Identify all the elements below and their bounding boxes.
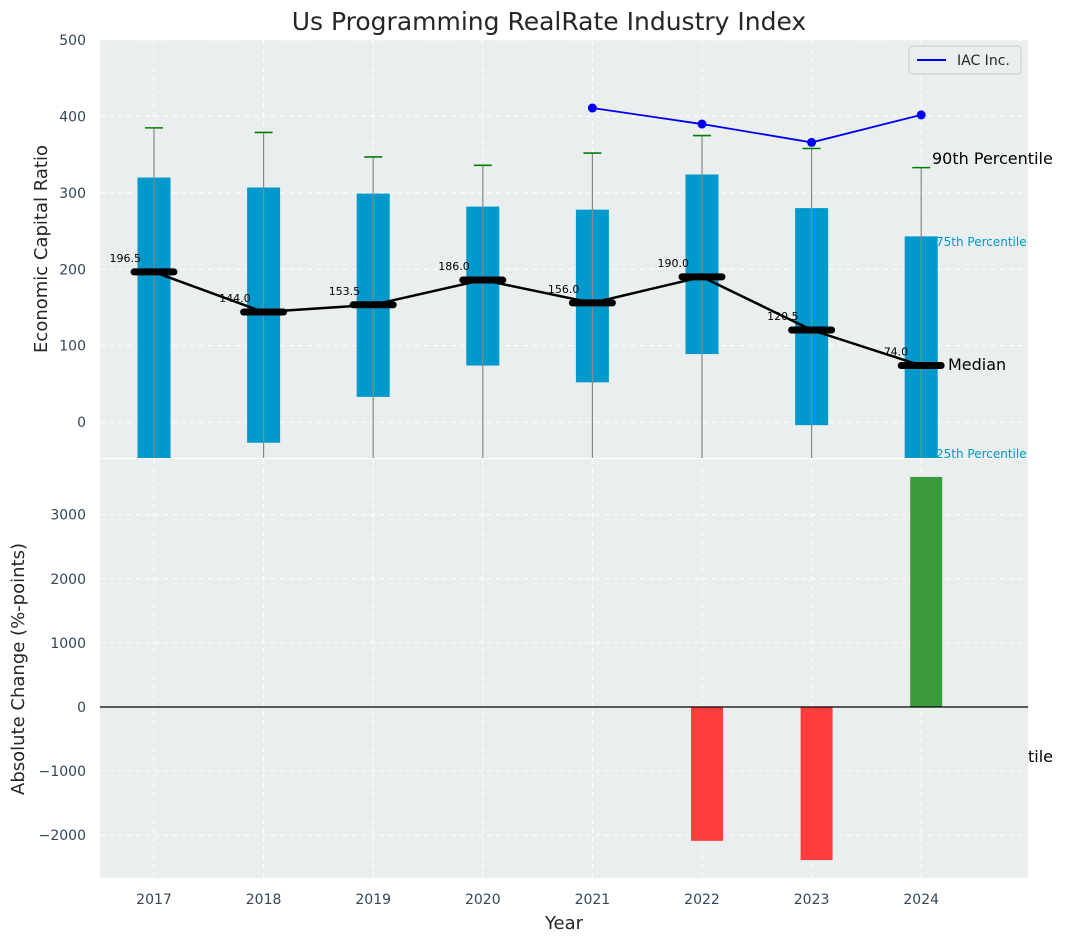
top-plot-area xyxy=(100,40,1028,458)
top-y-tick-3: 300 xyxy=(59,186,86,202)
median-label-2023: 120.5 xyxy=(767,310,799,323)
annotation-25th-percentile: 25th Percentile xyxy=(936,447,1027,461)
bottom-panel: −2000 −1000 0 1000 2000 3000 Absolute Change … xyxy=(8,459,1053,934)
top-y-tick-4: 400 xyxy=(59,109,86,125)
median-label-2018: 144.0 xyxy=(219,292,251,305)
median-label-2017: 196.5 xyxy=(110,252,142,265)
top-y-tick-0: 0 xyxy=(77,415,86,431)
x-tick-2020: 2020 xyxy=(465,892,501,908)
legend-box xyxy=(908,45,1022,75)
series-point-2023 xyxy=(807,137,817,147)
legend[interactable]: IAC Inc. xyxy=(908,45,1022,75)
chart-title: Us Programming RealRate Industry Index xyxy=(292,7,806,36)
x-tick-2024: 2024 xyxy=(903,892,939,908)
bottom-y-tick-1: −1000 xyxy=(39,764,86,780)
x-tick-labels: 2017 2018 2019 2020 2021 2022 2023 2024 xyxy=(136,892,939,908)
change-bar-2022 xyxy=(691,706,723,841)
median-label-2024: 74.0 xyxy=(884,346,909,359)
x-tick-2019: 2019 xyxy=(355,892,391,908)
x-axis-label: Year xyxy=(544,913,584,934)
top-y-tick-5: 500 xyxy=(59,33,86,49)
change-bar-2023 xyxy=(800,706,833,861)
x-tick-2021: 2021 xyxy=(575,892,611,908)
series-point-2024 xyxy=(916,110,926,120)
x-tick-2017: 2017 xyxy=(136,892,172,908)
bottom-y-tick-2: 0 xyxy=(77,700,86,716)
top-y-axis-label: Economic Capital Ratio xyxy=(31,145,52,353)
clipped-annotation: tile xyxy=(1028,747,1053,766)
bottom-marks xyxy=(691,476,943,861)
change-bar-2024 xyxy=(910,476,943,707)
annotation-median: Median xyxy=(948,355,1006,374)
top-panel: 0 100 200 300 400 500 196.5 144.0 153.5 186.0 156… xyxy=(31,33,1053,458)
bottom-y-tick-5: 3000 xyxy=(50,508,86,524)
series-point-2022 xyxy=(697,119,707,129)
series-line-iac-inc xyxy=(592,107,922,144)
bottom-y-tick-3: 1000 xyxy=(50,636,86,652)
bottom-y-axis-label: Absolute Change (%-points) xyxy=(8,543,29,795)
x-tick-2022: 2022 xyxy=(684,892,720,908)
bottom-y-tick-0: −2000 xyxy=(39,828,86,844)
median-label-2020: 186.0 xyxy=(438,260,470,273)
annotation-75th-percentile: 75th Percentile xyxy=(936,235,1027,249)
top-y-tick-1: 100 xyxy=(59,339,86,355)
bottom-y-tick-labels: −2000 −1000 0 1000 2000 3000 xyxy=(39,508,86,844)
annotation-90th-percentile: 90th Percentile xyxy=(932,149,1053,168)
top-y-tick-labels: 0 100 200 300 400 500 xyxy=(59,33,86,431)
median-label-2022: 190.0 xyxy=(658,257,690,270)
top-y-tick-2: 200 xyxy=(59,262,86,278)
median-label-2019: 153.5 xyxy=(329,285,361,298)
x-tick-2023: 2023 xyxy=(794,892,830,908)
legend-label-iac-inc: IAC Inc. xyxy=(957,53,1010,69)
bottom-y-tick-4: 2000 xyxy=(50,572,86,588)
top-marks: 196.5 144.0 153.5 186.0 156.0 190.0 120.5 74.0 xyxy=(110,103,945,458)
median-label-2021: 156.0 xyxy=(548,283,580,296)
x-tick-2018: 2018 xyxy=(246,892,282,908)
series-point-2021 xyxy=(587,103,597,113)
bottom-plot-area xyxy=(100,459,1028,878)
